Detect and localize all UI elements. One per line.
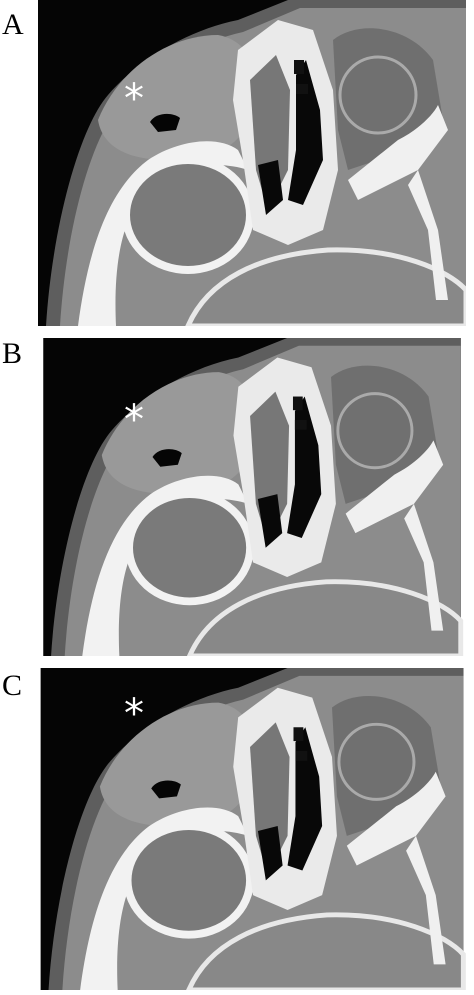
annotation: * bbox=[124, 76, 144, 122]
ct-image bbox=[38, 0, 466, 326]
ct-image bbox=[41, 668, 464, 990]
panel-label: A bbox=[2, 8, 24, 41]
panel-label: C bbox=[2, 669, 22, 702]
ct-image bbox=[43, 338, 460, 656]
panel-label: B bbox=[2, 337, 22, 370]
annotation: * bbox=[124, 691, 144, 737]
annotation: * bbox=[124, 397, 144, 443]
